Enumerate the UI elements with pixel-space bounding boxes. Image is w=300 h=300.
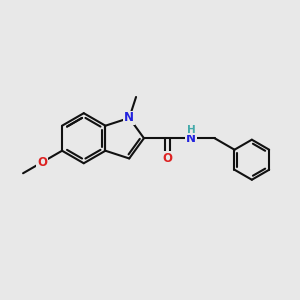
Text: O: O [37,156,47,169]
Text: N: N [124,112,134,124]
Text: H: H [187,125,195,135]
Text: N: N [186,132,196,145]
Text: O: O [163,152,172,165]
